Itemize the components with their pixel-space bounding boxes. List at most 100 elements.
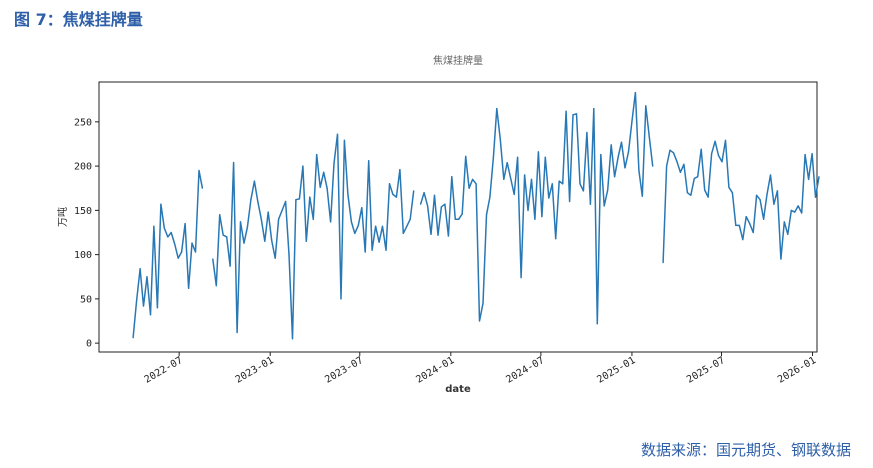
data-point <box>811 153 813 155</box>
data-point <box>472 178 474 180</box>
data-point <box>496 108 498 110</box>
data-point <box>610 144 612 146</box>
data-point <box>562 183 564 185</box>
data-point <box>250 199 252 201</box>
data-point <box>149 314 152 316</box>
data-point <box>569 200 571 203</box>
data-point <box>700 148 702 150</box>
data-point <box>323 171 325 173</box>
data-point <box>219 214 221 216</box>
data-point <box>749 223 751 225</box>
data-point <box>271 239 273 242</box>
data-point <box>368 160 370 162</box>
data-point <box>724 139 727 141</box>
y-tick-label: 50 <box>80 294 92 305</box>
data-point <box>589 203 592 205</box>
data-point <box>136 300 138 302</box>
data-point <box>620 141 623 143</box>
data-point <box>738 224 740 226</box>
data-point <box>191 242 193 244</box>
data-point <box>475 183 477 185</box>
data-point <box>735 224 737 226</box>
data-point <box>510 177 512 180</box>
data-point <box>392 193 394 195</box>
data-point <box>305 240 307 242</box>
data-point <box>461 213 463 215</box>
data-point <box>776 190 779 192</box>
data-point <box>420 203 422 205</box>
data-point <box>506 162 508 164</box>
data-point <box>427 205 429 207</box>
data-point <box>697 176 699 178</box>
data-point <box>188 287 190 289</box>
data-point <box>801 212 803 214</box>
data-point <box>662 262 664 264</box>
data-point <box>517 156 519 158</box>
data-point <box>433 194 436 196</box>
data-point <box>298 198 300 200</box>
data-point <box>357 224 359 226</box>
data-point <box>291 338 294 340</box>
data-point <box>485 214 488 216</box>
y-tick-label: 0 <box>86 339 92 350</box>
data-point <box>371 249 373 251</box>
data-point <box>423 192 425 194</box>
data-point <box>541 216 543 218</box>
data-point <box>596 323 598 325</box>
data-point <box>614 176 616 178</box>
series-line <box>132 91 820 340</box>
data-point <box>478 320 481 322</box>
data-point <box>593 108 595 110</box>
x-axis: 2022-07 2023-01 2023-07 2024-01 2024-07 2025-… <box>143 352 818 386</box>
data-point <box>340 298 342 300</box>
data-point <box>354 232 356 234</box>
data-point <box>558 180 560 182</box>
data-point <box>288 254 290 256</box>
data-point <box>489 196 491 198</box>
data-point <box>156 307 158 309</box>
data-point <box>513 193 515 195</box>
data-point <box>167 236 169 238</box>
data-point <box>631 121 633 123</box>
data-point <box>316 154 318 156</box>
data-point <box>752 231 754 234</box>
data-point <box>153 225 155 227</box>
data-point <box>672 152 675 154</box>
data-point <box>160 203 162 205</box>
data-point <box>181 251 183 253</box>
data-point <box>503 178 505 180</box>
data-point <box>267 211 269 213</box>
y-tick-label: 150 <box>74 206 92 217</box>
data-point <box>233 162 235 164</box>
data-point <box>600 154 602 156</box>
data-point <box>170 231 172 234</box>
data-point <box>330 221 332 223</box>
data-point <box>530 178 533 180</box>
data-point <box>444 203 446 205</box>
data-point <box>395 196 397 198</box>
data-point <box>534 218 536 220</box>
data-point <box>194 251 197 253</box>
data-point <box>582 190 585 192</box>
data-point <box>797 205 799 207</box>
data-point <box>769 174 772 176</box>
data-point <box>378 241 380 243</box>
data-point <box>790 209 792 211</box>
data-point <box>257 200 259 203</box>
data-point <box>146 276 148 278</box>
data-point <box>402 232 404 234</box>
data-point <box>350 221 352 223</box>
data-point <box>783 221 785 223</box>
data-point <box>239 221 242 223</box>
data-point <box>468 187 470 189</box>
data-point <box>229 265 231 267</box>
data-point <box>520 277 522 279</box>
data-point <box>537 151 540 153</box>
data-point <box>465 155 467 157</box>
data-point <box>142 305 145 307</box>
y-tick-label: 200 <box>74 162 92 173</box>
data-point <box>347 193 349 195</box>
data-point <box>454 218 456 220</box>
data-point <box>645 105 647 107</box>
data-point <box>607 189 609 191</box>
